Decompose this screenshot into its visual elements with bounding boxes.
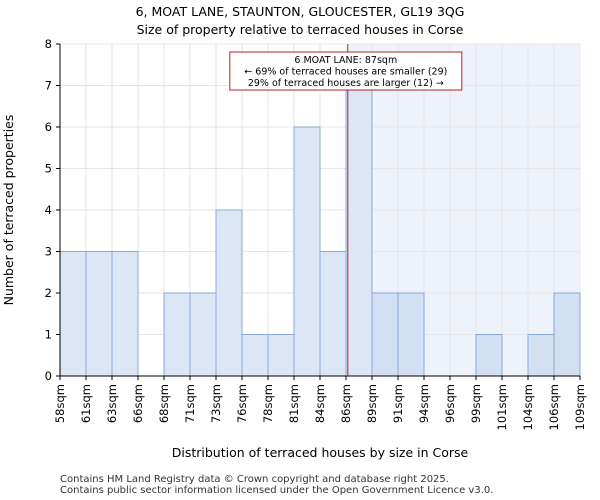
y-tick-label-7: 7 [45, 79, 52, 93]
x-tick-label-71sqm: 71sqm [183, 384, 197, 423]
bar-104sqm [527, 334, 555, 377]
bar-71sqm [189, 292, 217, 377]
x-tick-label-61sqm: 61sqm [79, 384, 93, 423]
bar-78sqm [267, 334, 295, 377]
x-tick-label-63sqm: 63sqm [105, 384, 119, 423]
annotation-line-2: ← 69% of terraced houses are smaller (29… [244, 67, 447, 78]
bar-89sqm [371, 292, 399, 377]
x-tick-label-81sqm: 81sqm [287, 384, 301, 423]
y-tick-label-8: 8 [45, 37, 52, 51]
bar-58sqm [59, 251, 87, 377]
x-tick-label-58sqm: 58sqm [53, 384, 67, 423]
bar-91sqm [397, 292, 425, 377]
annotation-line-3: 29% of terraced houses are larger (12) → [248, 78, 444, 89]
bar-84sqm [319, 251, 347, 377]
footer-line-2: Contains public sector information licen… [60, 485, 494, 496]
chart-title: 6, MOAT LANE, STAUNTON, GLOUCESTER, GL19… [135, 4, 465, 19]
y-tick-label-1: 1 [45, 328, 52, 342]
x-tick-label-106sqm: 106sqm [547, 384, 561, 430]
chart-subtitle: Size of property relative to terraced ho… [136, 22, 464, 37]
y-tick-label-5: 5 [45, 162, 52, 176]
x-tick-label-76sqm: 76sqm [235, 384, 249, 423]
x-tick-label-78sqm: 78sqm [261, 384, 275, 423]
bar-81sqm [293, 126, 321, 377]
x-tick-label-84sqm: 84sqm [313, 384, 327, 423]
bar-73sqm [215, 209, 243, 377]
x-tick-label-101sqm: 101sqm [495, 384, 509, 430]
x-tick-label-89sqm: 89sqm [365, 384, 379, 423]
y-axis-label: Number of terraced properties [1, 115, 16, 306]
x-tick-label-109sqm: 109sqm [573, 384, 587, 430]
annotation-box [229, 51, 463, 91]
bar-68sqm [163, 292, 191, 377]
annotation-line-1: 6 MOAT LANE: 87sqm [294, 55, 397, 66]
y-tick-label-4: 4 [45, 203, 52, 217]
x-tick-label-91sqm: 91sqm [391, 384, 405, 423]
bar-61sqm [85, 251, 113, 377]
y-tick-label-3: 3 [45, 245, 52, 259]
bar-76sqm [241, 334, 269, 377]
x-tick-label-96sqm: 96sqm [443, 384, 457, 423]
bar-106sqm [553, 292, 581, 377]
y-tick-label-6: 6 [45, 120, 52, 134]
x-tick-label-68sqm: 68sqm [157, 384, 171, 423]
footer-line-1: Contains HM Land Registry data © Crown c… [60, 474, 449, 485]
x-axis-label: Distribution of terraced houses by size … [172, 445, 469, 460]
x-tick-label-104sqm: 104sqm [521, 384, 535, 430]
x-tick-label-66sqm: 66sqm [131, 384, 145, 423]
x-tick-label-73sqm: 73sqm [209, 384, 223, 423]
bar-63sqm [111, 251, 139, 377]
x-tick-label-99sqm: 99sqm [469, 384, 483, 423]
x-tick-label-94sqm: 94sqm [417, 384, 431, 423]
x-tick-label-86sqm: 86sqm [339, 384, 353, 423]
bar-86sqm [345, 85, 373, 377]
bar-99sqm [475, 334, 503, 377]
y-tick-label-0: 0 [45, 369, 52, 383]
y-tick-label-2: 2 [45, 286, 52, 300]
